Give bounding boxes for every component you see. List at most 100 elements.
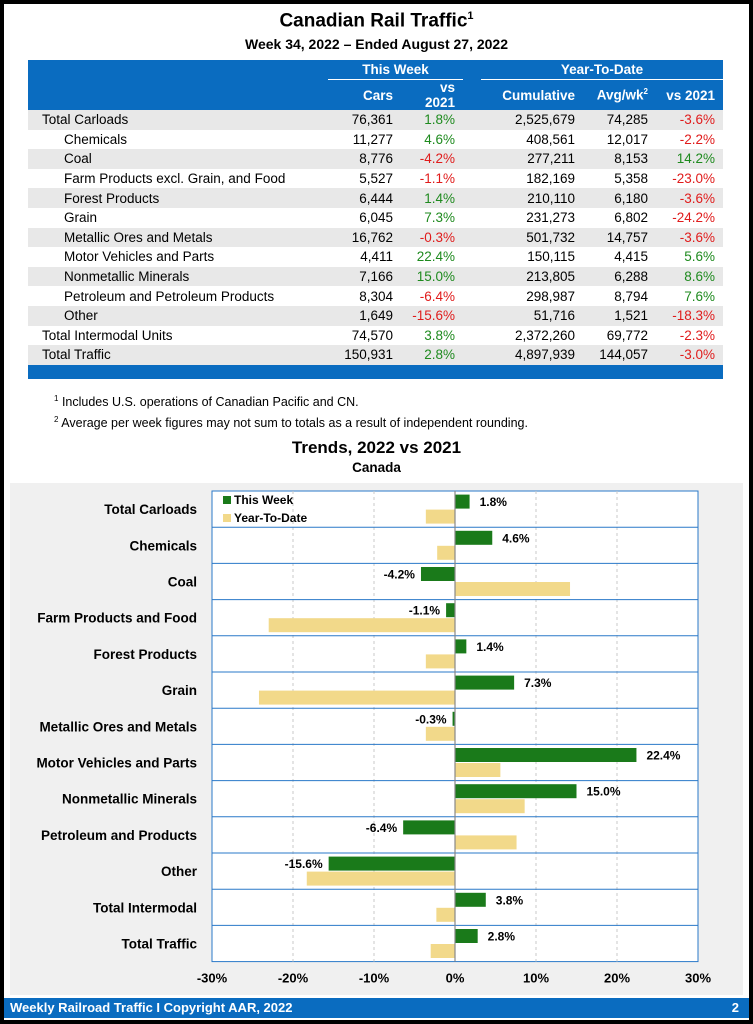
row-label: Nonmetallic Minerals [28, 266, 328, 287]
avg-wk-value: 5,358 [614, 171, 648, 187]
legend-label-ytd: Year-To-Date [234, 511, 307, 525]
spacer [463, 227, 481, 248]
vs-2021-week-value: 22.4% [416, 249, 455, 265]
bar-year-to-date [306, 871, 455, 886]
cumulative-value: 51,716 [481, 305, 583, 326]
bar-this-week [455, 929, 478, 943]
bar-year-to-date [425, 726, 455, 741]
bar-this-week [455, 530, 493, 545]
chart-subtitle: Canada [352, 460, 401, 475]
data-label-this-week: 15.0% [587, 785, 621, 799]
table-row: Motor Vehicles and Parts 4,411 22.4% 150,11… [28, 247, 723, 267]
vs-2021-week-value: -6.4% [419, 288, 455, 304]
data-label-this-week: -15.6% [285, 857, 323, 871]
data-label-this-week: 22.4% [646, 749, 680, 763]
group-header-ytd: Year-To-Date [481, 60, 723, 80]
data-label-this-week: -1.1% [409, 604, 441, 618]
title-text: Canadian Rail Traffic [279, 10, 468, 32]
bar-this-week [455, 639, 467, 654]
bar-this-week [446, 603, 455, 618]
table-column-header-row: Cars vs 2021 Cumulative Avg/wk2 vs 2021 [28, 79, 723, 110]
footer-bar: Weekly Railroad Traffic I Copyright AAR,… [4, 998, 749, 1018]
cumulative-value: 298,987 [526, 288, 575, 304]
vs-2021-week-value: 1.8% [401, 110, 463, 130]
spacer [463, 345, 481, 365]
vs-2021-week-value: 7.3% [424, 210, 455, 226]
table-row: Coal 8,776 -4.2% 277,211 8,153 14.2% [28, 149, 723, 169]
category-label: Total Intermodal [93, 900, 197, 915]
spacer [463, 188, 481, 208]
x-tick-label: -20% [278, 971, 309, 986]
bar-this-week [403, 820, 455, 835]
bar-year-to-date [425, 509, 455, 524]
cumulative-value: 2,372,260 [514, 327, 575, 343]
cumulative-value: 213,805 [481, 266, 583, 287]
category-label: Farm Products and Food [37, 611, 197, 626]
x-tick-label: -30% [197, 971, 228, 986]
table-row: Total Intermodal Units 74,570 3.8% 2,372,26… [28, 326, 723, 346]
spacer [463, 149, 481, 169]
cumulative-value: 277,211 [481, 149, 583, 169]
avg-wk-value: 14,757 [583, 227, 656, 248]
spacer [463, 266, 481, 287]
category-label: Forest Products [93, 647, 197, 662]
data-label-this-week: 3.8% [496, 893, 524, 907]
table-row: Nonmetallic Minerals 7,166 15.0% 213,805 6,2… [28, 266, 723, 287]
vs-2021-week-value: -0.3% [401, 227, 463, 248]
data-label-this-week: -0.3% [415, 712, 447, 726]
table-row: Other 1,649 -15.6% 51,716 1,521 -18.3% [28, 305, 723, 326]
category-label: Grain [162, 683, 197, 698]
vs-2021-ytd-value: -3.6% [656, 188, 723, 208]
vs-2021-week-value: -4.2% [401, 149, 463, 169]
legend-label-this-week: This Week [234, 493, 293, 507]
row-label: Grain [64, 210, 98, 226]
cumulative-value: 501,732 [481, 227, 583, 248]
col-header-avg-wk: Avg/wk2 [596, 87, 648, 103]
cumulative-value: 4,897,939 [481, 345, 583, 365]
vs-2021-ytd-value: -3.6% [656, 110, 723, 130]
cumulative-value: 408,561 [526, 131, 575, 147]
cumulative-value: 2,525,679 [481, 110, 583, 130]
bar-year-to-date [455, 799, 525, 814]
avg-wk-value: 6,180 [583, 188, 656, 208]
category-label: Total Carloads [104, 502, 197, 517]
avg-wk-value: 69,772 [606, 327, 648, 343]
bar-this-week [455, 748, 637, 762]
category-label: Nonmetallic Minerals [62, 792, 197, 807]
bar-this-week [328, 856, 455, 871]
cars-value: 6,045 [359, 210, 393, 226]
cars-value: 4,411 [360, 249, 393, 265]
table-row: Petroleum and Petroleum Products 8,304 -6.… [28, 286, 723, 306]
avg-wk-value: 74,285 [583, 110, 656, 130]
col-header-vs2021-week: vs 2021 [424, 80, 455, 110]
row-label: Other [28, 305, 328, 326]
data-label-this-week: 1.4% [476, 640, 504, 654]
spacer [463, 305, 481, 326]
cumulative-value: 150,115 [527, 249, 575, 265]
bar-year-to-date [268, 618, 455, 633]
cars-value: 8,776 [328, 149, 401, 169]
table-row: Farm Products excl. Grain, and Food 5,527… [28, 169, 723, 189]
vs-2021-ytd-value: -3.0% [656, 345, 723, 365]
data-label-this-week: 1.8% [480, 495, 508, 509]
legend-swatch-this-week [223, 496, 231, 504]
bar-year-to-date [436, 907, 455, 922]
cars-value: 11,277 [352, 131, 393, 147]
bar-year-to-date [258, 690, 455, 705]
chart-title: Trends, 2022 vs 2021 [291, 438, 462, 457]
avg-wk-value: 6,802 [614, 210, 648, 226]
title-footnote-marker: 1 [467, 10, 474, 22]
row-label: Coal [28, 149, 328, 169]
bar-this-week [452, 711, 455, 726]
footnote-1: 1 Includes U.S. operations of Canadian P… [54, 394, 359, 410]
x-tick-label: 0% [446, 971, 465, 986]
avg-wk-value: 12,017 [606, 131, 648, 147]
vs-2021-week-value: 2.8% [401, 345, 463, 365]
vs-2021-ytd-value: -3.6% [656, 227, 723, 248]
footer-copyright: Weekly Railroad Traffic I Copyright AAR,… [10, 1000, 293, 1015]
vs-2021-ytd-value: -2.3% [679, 327, 715, 343]
table-row: Metallic Ores and Metals 16,762 -0.3% 501,7… [28, 227, 723, 248]
avg-wk-value: 8,794 [614, 288, 648, 304]
vs-2021-ytd-value: 14.2% [656, 149, 723, 169]
